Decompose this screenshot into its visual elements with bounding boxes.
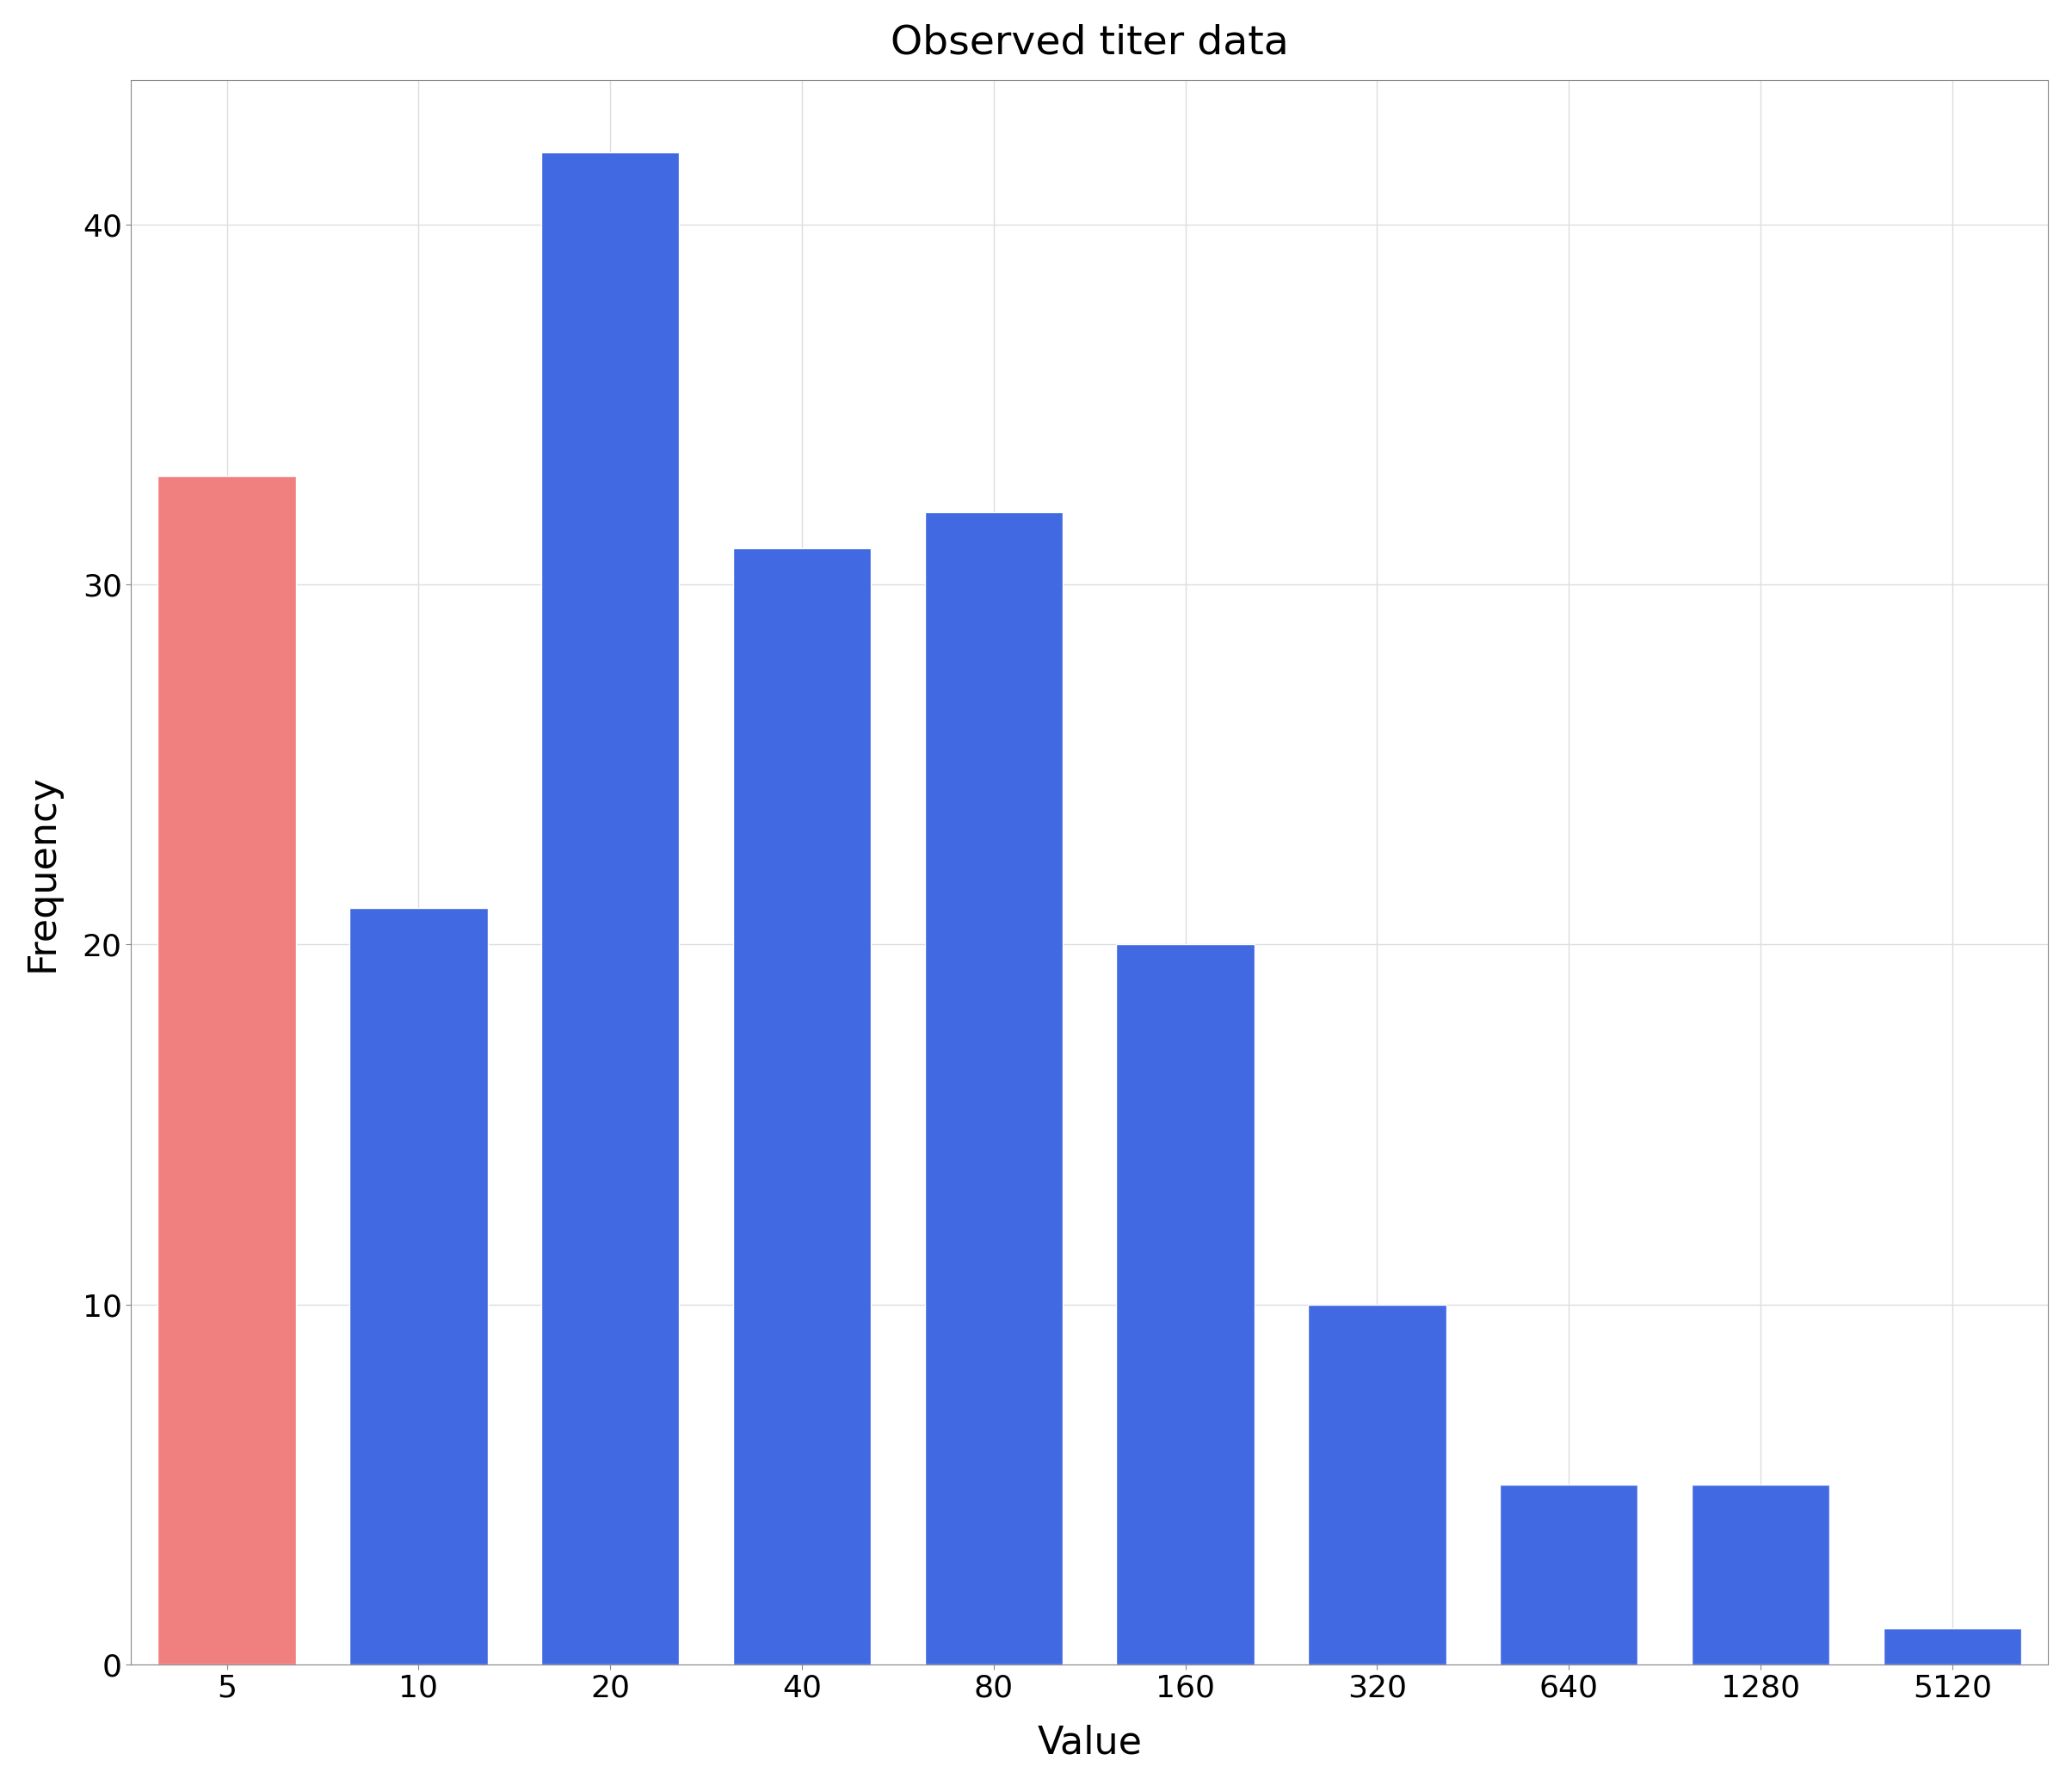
Title: Observed titer data: Observed titer data [891, 23, 1289, 62]
Bar [1691, 1485, 1830, 1664]
Bar [924, 512, 1063, 1664]
Bar [1500, 1485, 1637, 1664]
Bar [157, 477, 296, 1664]
Bar [1883, 1628, 2022, 1664]
Y-axis label: Frequency: Frequency [25, 773, 60, 971]
X-axis label: Value: Value [1038, 1724, 1142, 1762]
Bar [733, 548, 870, 1664]
Bar [1307, 1305, 1446, 1664]
Bar [1117, 944, 1254, 1664]
Bar [350, 909, 487, 1664]
Bar [541, 152, 680, 1664]
